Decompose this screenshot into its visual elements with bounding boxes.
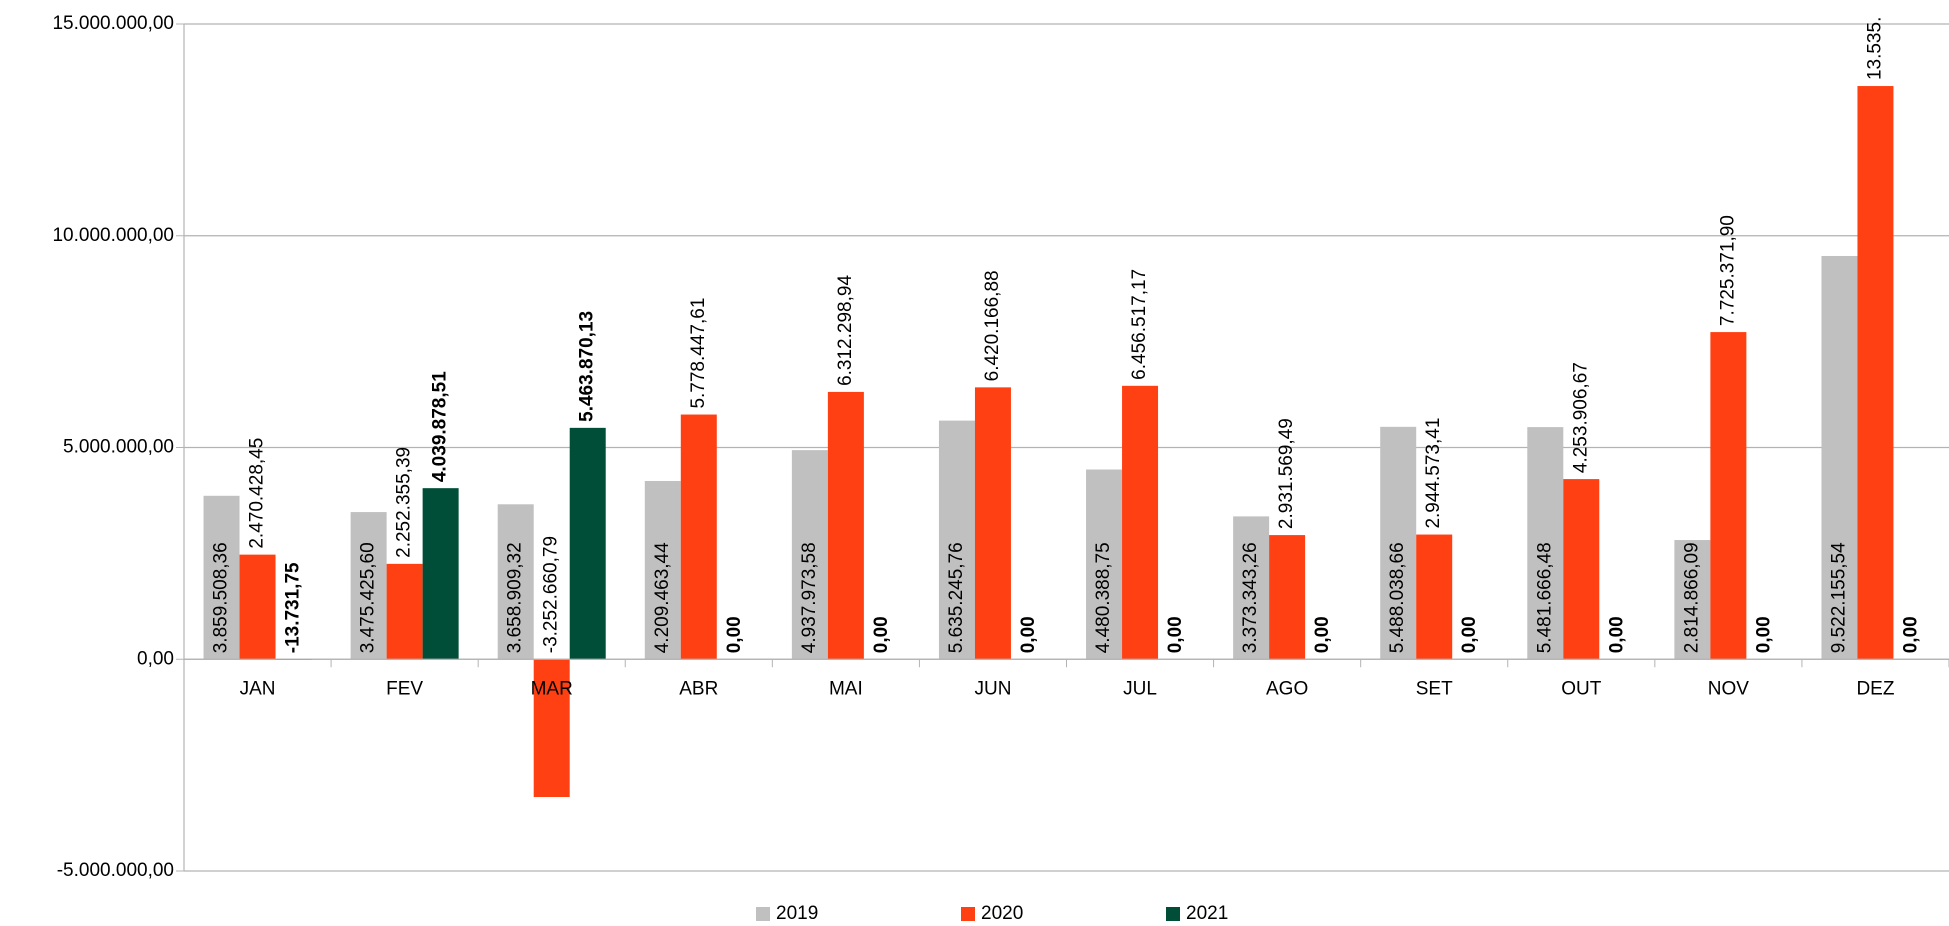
bar <box>1380 426 1417 660</box>
value-label: 2.944.573,41 <box>1423 418 1444 529</box>
legend-swatch <box>961 907 975 921</box>
bar <box>350 512 387 660</box>
value-label: 3.859.508,36 <box>211 542 232 653</box>
value-label: 7.725.371,90 <box>1717 215 1738 326</box>
bar <box>1122 385 1159 660</box>
bar <box>422 488 459 660</box>
x-tick-label: FEV <box>386 678 423 699</box>
value-label: 0,00 <box>1753 616 1774 653</box>
value-label: 4.039.878,51 <box>430 371 451 482</box>
value-label: 3.475.425,60 <box>358 542 379 653</box>
value-label: 6.312.298,94 <box>835 275 856 386</box>
y-tick-label: 15.000.000,00 <box>52 13 174 34</box>
value-label: 4.937.973,58 <box>799 542 820 653</box>
value-label: 2.931.569,49 <box>1276 418 1297 529</box>
value-label: 2.252.355,39 <box>394 447 415 558</box>
y-tick-label: 5.000.000,00 <box>63 437 174 458</box>
value-label: 5.635.245,76 <box>946 542 967 653</box>
legend-label: 2019 <box>776 903 818 924</box>
value-label: 0,00 <box>1165 616 1186 653</box>
legend-label: 2020 <box>981 903 1023 924</box>
value-label: 4.209.463,44 <box>652 542 673 653</box>
bar <box>569 427 606 660</box>
x-tick-label: JUL <box>1123 678 1157 699</box>
bar <box>239 554 276 660</box>
bar <box>1269 535 1306 660</box>
value-label: 5.481.666,48 <box>1534 542 1555 653</box>
bar <box>1710 332 1747 660</box>
y-tick-label: -5.000.000,00 <box>57 860 174 881</box>
value-label: 0,00 <box>871 616 892 653</box>
value-label: 9.522.155,54 <box>1828 542 1849 653</box>
value-label: 2.814.866,09 <box>1681 542 1702 653</box>
bar <box>386 563 423 660</box>
bar <box>497 504 534 660</box>
x-tick-label: MAI <box>829 678 863 699</box>
y-tick-label: 0,00 <box>137 648 174 669</box>
x-tick-label: MAR <box>531 678 573 699</box>
value-label: 0,00 <box>1606 616 1627 653</box>
legend-swatch <box>756 907 770 921</box>
value-label: 3.373.343,26 <box>1240 542 1261 653</box>
value-label: 0,00 <box>1312 616 1333 653</box>
bar <box>791 450 828 660</box>
bar <box>1821 255 1858 660</box>
value-label: 0,00 <box>724 616 745 653</box>
bar <box>974 387 1011 660</box>
x-tick-label: ABR <box>679 678 718 699</box>
legend-swatch <box>1166 907 1180 921</box>
value-label: 4.480.388,75 <box>1093 542 1114 653</box>
value-label: 5.778.447,61 <box>688 298 709 409</box>
value-label: 6.420.166,88 <box>982 270 1003 381</box>
x-tick-label: DEZ <box>1856 678 1894 699</box>
value-label: 4.253.906,67 <box>1570 362 1591 473</box>
x-tick-label: JUN <box>974 678 1011 699</box>
bar <box>533 659 570 798</box>
bar <box>938 420 975 660</box>
value-label: -3.252.660,79 <box>541 536 562 653</box>
value-label: 0,00 <box>1018 616 1039 653</box>
y-tick-label: 10.000.000,00 <box>52 225 174 246</box>
bar <box>1857 86 1894 660</box>
x-tick-label: AGO <box>1266 678 1308 699</box>
bar <box>680 414 717 660</box>
value-label: 2.470.428,45 <box>247 438 268 549</box>
bar <box>1233 516 1270 660</box>
legend-label: 2021 <box>1186 903 1228 924</box>
bar <box>1086 469 1123 660</box>
bar <box>1416 534 1453 660</box>
value-label: 0,00 <box>1459 616 1480 653</box>
value-label: -13.731,75 <box>283 562 304 653</box>
value-label: 5.463.870,13 <box>577 311 598 422</box>
value-label: 3.658.909,32 <box>505 542 526 653</box>
value-label: 6.456.517,17 <box>1129 269 1150 380</box>
bar <box>644 480 681 660</box>
bar <box>1674 540 1711 660</box>
bar <box>1527 427 1564 660</box>
x-tick-label: JAN <box>240 678 276 699</box>
x-tick-label: NOV <box>1708 678 1750 699</box>
value-label: 13.535. <box>1864 17 1885 80</box>
value-label: 5.488.038,66 <box>1387 542 1408 653</box>
bar <box>827 391 864 660</box>
bar <box>1563 479 1600 660</box>
x-tick-label: SET <box>1416 678 1453 699</box>
bar <box>203 495 240 660</box>
x-tick-label: OUT <box>1561 678 1602 699</box>
value-label: 0,00 <box>1900 616 1921 653</box>
